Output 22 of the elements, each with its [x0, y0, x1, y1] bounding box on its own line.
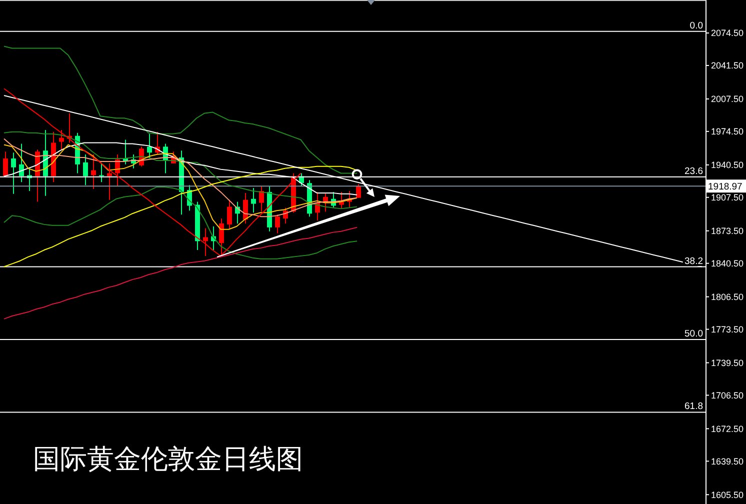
y2-tick-label: 61.8 [684, 401, 703, 412]
y-tick-label: 1974.50 [711, 126, 744, 137]
y-tick-label: 2041.50 [711, 60, 744, 71]
y-tick-label: 1873.50 [711, 226, 744, 236]
y2-tick-label: 50.0 [684, 328, 703, 340]
y-tick-label: 1907.50 [711, 192, 744, 203]
y-tick-label: 2074.50 [711, 28, 744, 38]
y2-tick-label: 0.0 [690, 20, 703, 32]
y-tick-label: 1840.50 [711, 258, 744, 269]
y-tick-label: 2007.50 [711, 94, 744, 104]
y-tick-label: 1672.50 [711, 424, 744, 434]
y-tick-label: 1639.50 [711, 456, 744, 466]
y2-tick-label: 38.2 [684, 256, 703, 267]
y2-tick-label: 23.6 [684, 166, 703, 177]
ref-line-label: 1918.97 [708, 182, 742, 193]
y-tick-label: 1806.50 [711, 292, 744, 302]
y-tick-label: 1739.50 [711, 358, 744, 368]
y-tick-label: 1773.50 [711, 324, 744, 334]
y-tick-label: 1605.50 [711, 490, 744, 500]
y-tick-label: 1940.50 [711, 160, 744, 170]
text: 国际黄金伦敦金日线图 [33, 444, 303, 476]
y-tick-label: 1706.50 [711, 390, 744, 400]
